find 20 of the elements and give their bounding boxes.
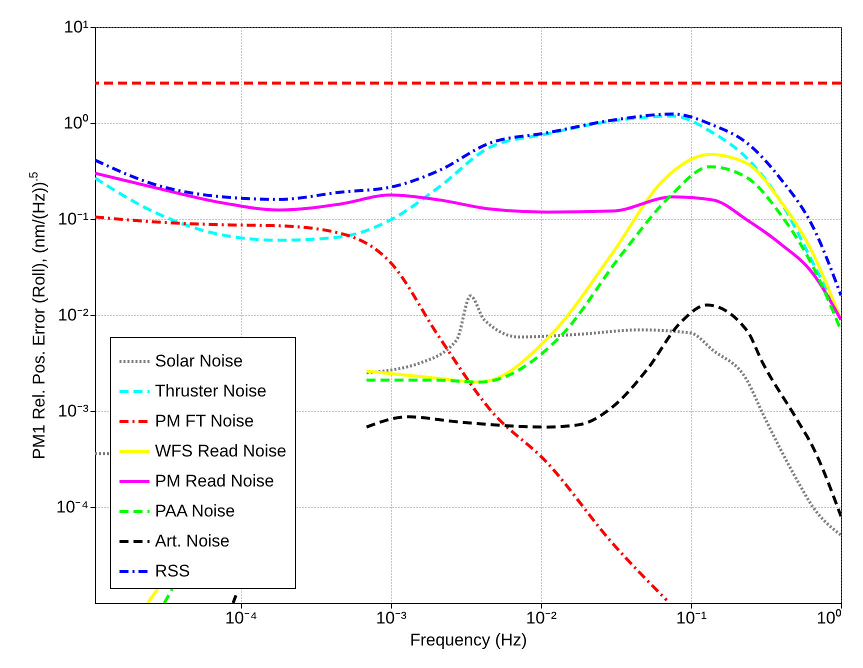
y-tick-label: 10¹: [64, 18, 89, 36]
y-tick-label: 10⁻²: [58, 306, 89, 324]
legend-label: PAA Noise: [155, 502, 236, 520]
y-tick-label: 10⁻³: [58, 402, 89, 420]
legend-label: Art. Noise: [155, 532, 230, 550]
legend-label: Solar Noise: [155, 352, 243, 370]
y-tick-label: 10⁻¹: [58, 210, 89, 228]
legend-label: RSS: [155, 562, 190, 580]
x-tick-label: 10⁻³: [376, 608, 407, 628]
x-axis-title: Frequency (Hz): [410, 630, 528, 650]
legend-label: Thruster Noise: [155, 382, 266, 400]
legend-label: WFS Read Noise: [155, 442, 286, 460]
legend-label: PM Read Noise: [155, 472, 274, 490]
x-tick-label: 10⁰: [816, 608, 842, 628]
legend-label: PM FT Noise: [155, 412, 254, 430]
y-tick-label: 10⁻⁴: [56, 498, 88, 516]
x-tick-label: 10⁻¹: [676, 608, 708, 628]
y-tick-label: 10⁰: [64, 114, 88, 132]
x-tick-label: 10⁻⁴: [225, 608, 258, 628]
x-tick-label: 10⁻²: [526, 608, 557, 628]
